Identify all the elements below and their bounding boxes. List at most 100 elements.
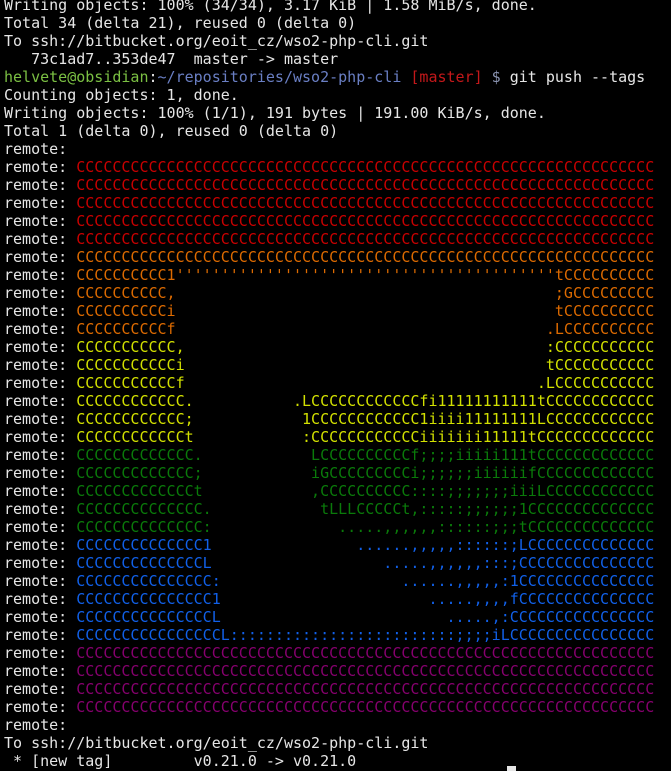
remote-art-row: CCCCCCCCCCi tCCCCCCCCCC: [76, 302, 655, 320]
terminal-output[interactable]: Writing objects: 100% (34/34), 3.17 KiB …: [4, 0, 654, 770]
remote-prefix: remote:: [4, 158, 77, 176]
output-line: To ssh://bitbucket.org/eoit_cz/wso2-php-…: [4, 734, 429, 752]
remote-prefix: remote:: [4, 518, 77, 536]
remote-prefix: remote:: [4, 680, 77, 698]
remote-art-row: CCCCCCCCCCCCCCL .....,,,,,,:::;CCCCCCCCC…: [76, 554, 655, 572]
remote-line: remote: CCCCCCCCCCCCCC1 ......,,,,,:::::…: [4, 536, 654, 554]
remote-prefix: remote:: [4, 284, 77, 302]
remote-art-row: CCCCCCCCCCCi tCCCCCCCCCCC: [76, 356, 655, 374]
remote-art-row: CCCCCCCCCCC, :CCCCCCCCCCC: [76, 338, 655, 356]
remote-prefix: remote:: [4, 716, 68, 734]
remote-line: remote: CCCCCCCCCCCCCC. tLLLCCCCCt,:::::…: [4, 500, 654, 518]
remote-line: remote: CCCCCCCCCCCCCCCCCCCCCCCCCCCCCCCC…: [4, 230, 654, 248]
remote-art-row: CCCCCCCCCCCCCCCCCCCCCCCCCCCCCCCCCCCCCCCC…: [76, 248, 655, 266]
remote-art-row: CCCCCCCCCC1'''''''''''''''''''''''''''''…: [76, 266, 655, 284]
remote-art-row: CCCCCCCCCCCCCCCCL:::::::::::::::::::::::…: [76, 626, 655, 644]
remote-art-row: CCCCCCCCCCCCCCCCCCCCCCCCCCCCCCCCCCCCCCCC…: [76, 194, 655, 212]
remote-line: remote: CCCCCCCCCCCCCCC: ......,,,,,:1CC…: [4, 572, 654, 590]
remote-art-row: CCCCCCCCCCCCCCC: ......,,,,,:1CCCCCCCCCC…: [76, 572, 655, 590]
remote-line: remote:: [4, 716, 654, 734]
remote-prefix: remote:: [4, 266, 77, 284]
remote-line: remote: CCCCCCCCCCCCCt ,CCCCCCCCCC::::;;…: [4, 482, 654, 500]
remote-prefix: remote:: [4, 428, 77, 446]
remote-line: remote: CCCCCCCCCCCCC; iGCCCCCCCCCi;;;;;…: [4, 464, 654, 482]
remote-prefix: remote:: [4, 662, 77, 680]
remote-line: remote: CCCCCCCCCCCi tCCCCCCCCCCC: [4, 356, 654, 374]
remote-line: remote: CCCCCCCCCCCCCCCCCCCCCCCCCCCCCCCC…: [4, 158, 654, 176]
remote-prefix: remote:: [4, 248, 77, 266]
remote-art-row: CCCCCCCCCCCf .LCCCCCCCCCCC: [76, 374, 655, 392]
command-text: git push --tags: [509, 68, 646, 86]
remote-prefix: remote:: [4, 212, 77, 230]
remote-art-row: CCCCCCCCCCCCC. LCCCCCCCCCCf;;;;iiiii111t…: [76, 446, 655, 464]
remote-line: remote: CCCCCCCCCCCC; 1CCCCCCCCCCCC1iiii…: [4, 410, 654, 428]
remote-art-row: CCCCCCCCCCCCCCCCCCCCCCCCCCCCCCCCCCCCCCCC…: [76, 212, 655, 230]
remote-prefix: remote:: [4, 392, 77, 410]
prompt-user-host: helvete@obsidian: [4, 68, 149, 86]
remote-line: remote: CCCCCCCCCCCCCC: .....,,,,,,:::::…: [4, 518, 654, 536]
remote-art-row: CCCCCCCCCCCCCCCCCCCCCCCCCCCCCCCCCCCCCCCC…: [76, 644, 655, 662]
remote-prefix: remote:: [4, 626, 77, 644]
remote-prefix: remote:: [4, 194, 77, 212]
prompt-separator: :: [148, 68, 158, 86]
remote-prefix: remote:: [4, 536, 77, 554]
remote-line: remote: CCCCCCCCCCC, :CCCCCCCCCCC: [4, 338, 654, 356]
remote-art-row: CCCCCCCCCCCCCCCCCCCCCCCCCCCCCCCCCCCCCCCC…: [76, 698, 655, 716]
remote-art-row: CCCCCCCCCCCCCCCCCCCCCCCCCCCCCCCCCCCCCCCC…: [76, 176, 655, 194]
remote-line: remote: CCCCCCCCCC, ;GCCCCCCCCC: [4, 284, 654, 302]
remote-line: remote: CCCCCCCCCCCCCCCCCCCCCCCCCCCCCCCC…: [4, 644, 654, 662]
remote-prefix: remote:: [4, 356, 77, 374]
remote-art-row: CCCCCCCCCCf .LCCCCCCCCCC: [76, 320, 655, 338]
prompt-branch: [master]: [410, 68, 483, 86]
remote-art-row: CCCCCCCCCCCCCC: .....,,,,,,::::::;;;tCCC…: [76, 518, 655, 536]
remote-art-row: CCCCCCCCCCCC; 1CCCCCCCCCCCC1iiii11111111…: [76, 410, 655, 428]
remote-prefix: remote:: [4, 554, 77, 572]
output-line: Total 1 (delta 0), reused 0 (delta 0): [4, 122, 339, 140]
output-line: Writing objects: 100% (1/1), 191 bytes |…: [4, 104, 546, 122]
remote-art-row: CCCCCCCCCCCCC; iGCCCCCCCCCi;;;;;;iiiiiif…: [76, 464, 655, 482]
output-line: Counting objects: 1, done.: [4, 86, 239, 104]
remote-line: remote: CCCCCCCCCCCCCCCCCCCCCCCCCCCCCCCC…: [4, 194, 654, 212]
remote-line: remote: CCCCCCCCCCi tCCCCCCCCCC: [4, 302, 654, 320]
output-line: * [new tag] v0.21.0 -> v0.21.0: [4, 752, 357, 770]
prompt-line[interactable]: helvete@obsidian:~/repositories/wso2-php…: [4, 68, 654, 86]
remote-prefix: remote:: [4, 320, 77, 338]
remote-prefix: remote:: [4, 302, 77, 320]
prompt-path: ~/repositories/wso2-php-cli: [157, 68, 402, 86]
remote-art-row: CCCCCCCCCCCCCCCCCCCCCCCCCCCCCCCCCCCCCCCC…: [76, 158, 655, 176]
terminal-cursor: [507, 766, 516, 771]
remote-line: remote: CCCCCCCCCCCCCCCCCCCCCCCCCCCCCCCC…: [4, 212, 654, 230]
remote-line: remote: CCCCCCCCCCCCCCCCCCCCCCCCCCCCCCCC…: [4, 176, 654, 194]
remote-prefix: remote:: [4, 482, 77, 500]
remote-prefix: remote:: [4, 374, 77, 392]
remote-prefix: remote:: [4, 608, 77, 626]
remote-art-row: CCCCCCCCCC, ;GCCCCCCCCC: [76, 284, 655, 302]
remote-prefix: remote:: [4, 572, 77, 590]
output-line: Writing objects: 100% (34/34), 3.17 KiB …: [4, 0, 537, 14]
remote-art-row: CCCCCCCCCCCC. .LCCCCCCCCCCCCfi1111111111…: [76, 392, 655, 410]
remote-line: remote: CCCCCCCCCCCCCCCCL:::::::::::::::…: [4, 626, 654, 644]
remote-line: remote: CCCCCCCCCCCC. .LCCCCCCCCCCCCfi11…: [4, 392, 654, 410]
remote-line: remote: CCCCCCCCCCCCCCC1 .....,,,,fCCCCC…: [4, 590, 654, 608]
remote-prefix: remote:: [4, 644, 77, 662]
remote-art-row: CCCCCCCCCCCCCCC1 .....,,,,fCCCCCCCCCCCCC…: [76, 590, 655, 608]
prompt-dollar: $: [482, 68, 510, 86]
output-line: 73c1ad7..353de47 master -> master: [4, 50, 339, 68]
remote-line: remote: CCCCCCCCCCCCC. LCCCCCCCCCCf;;;;i…: [4, 446, 654, 464]
remote-art-row: CCCCCCCCCCCCCCCCCCCCCCCCCCCCCCCCCCCCCCCC…: [76, 680, 655, 698]
remote-line: remote: CCCCCCCCCCCCt :CCCCCCCCCCCCiiiii…: [4, 428, 654, 446]
remote-line: remote: CCCCCCCCCCCCCCCCCCCCCCCCCCCCCCCC…: [4, 662, 654, 680]
remote-prefix: remote:: [4, 446, 77, 464]
remote-line: remote: CCCCCCCCCCCCCCCCCCCCCCCCCCCCCCCC…: [4, 680, 654, 698]
remote-art-row: CCCCCCCCCCCCt :CCCCCCCCCCCCiiiiiii11111t…: [76, 428, 655, 446]
remote-line: remote:: [4, 140, 654, 158]
output-line: To ssh://bitbucket.org/eoit_cz/wso2-php-…: [4, 32, 429, 50]
remote-line: remote: CCCCCCCCCCCf .LCCCCCCCCCCC: [4, 374, 654, 392]
remote-art-row: CCCCCCCCCCCCCt ,CCCCCCCCCC::::;;;;;;;iii…: [76, 482, 655, 500]
remote-art-row: CCCCCCCCCCCCCCCCCCCCCCCCCCCCCCCCCCCCCCCC…: [76, 662, 655, 680]
remote-line: remote: CCCCCCCCCCCCCCCL .....,:CCCCCCCC…: [4, 608, 654, 626]
remote-prefix: remote:: [4, 176, 77, 194]
remote-line: remote: CCCCCCCCCC1'''''''''''''''''''''…: [4, 266, 654, 284]
remote-prefix: remote:: [4, 230, 77, 248]
remote-prefix: remote:: [4, 590, 77, 608]
